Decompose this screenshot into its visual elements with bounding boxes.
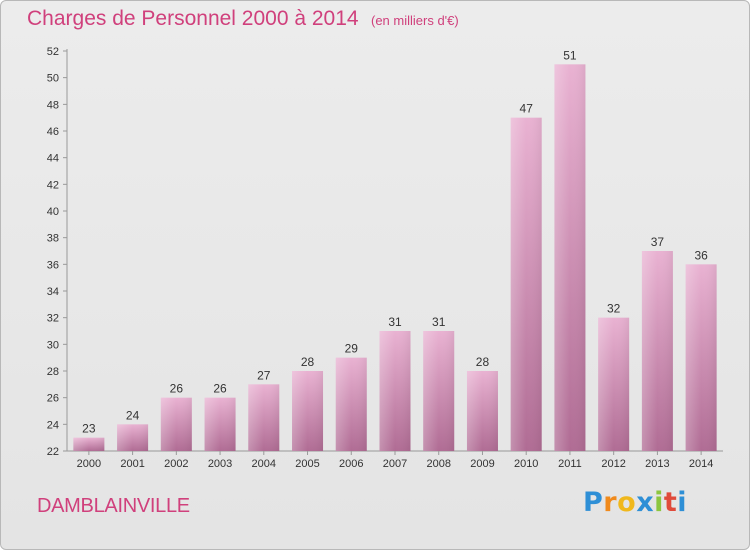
value-label: 32: [607, 302, 621, 316]
logo-letter: x: [636, 487, 655, 518]
bar-shine: [335, 357, 367, 451]
y-tick-label: 44: [47, 153, 59, 165]
bar-shine: [466, 371, 498, 451]
x-tick-label: 2007: [383, 458, 407, 470]
bar-shine: [292, 371, 324, 451]
bar-shine: [73, 437, 105, 451]
x-tick-label: 2000: [77, 458, 101, 470]
y-tick-label: 40: [47, 206, 59, 218]
proxiti-logo: Proxiti: [583, 487, 687, 518]
y-tick-label: 46: [47, 126, 59, 138]
value-label: 37: [651, 235, 665, 249]
bar-shine: [160, 397, 192, 451]
y-tick-label: 50: [47, 73, 59, 85]
x-tick-label: 2008: [426, 458, 450, 470]
bar-shine: [598, 317, 630, 451]
value-label: 28: [476, 355, 490, 369]
bar-shine: [554, 64, 586, 452]
value-label: 36: [694, 248, 708, 262]
x-tick-label: 2014: [689, 458, 713, 470]
bar-shine: [423, 331, 455, 451]
chart-title: Charges de Personnel 2000 à 2014: [27, 7, 359, 30]
y-tick-label: 22: [47, 446, 59, 458]
y-tick-label: 48: [47, 99, 59, 111]
bar-shine: [204, 397, 236, 451]
x-tick-label: 2003: [208, 458, 232, 470]
x-tick-label: 2010: [514, 458, 538, 470]
x-tick-label: 2011: [558, 458, 582, 470]
logo-letter: P: [583, 487, 604, 518]
x-tick-label: 2009: [470, 458, 494, 470]
y-tick-label: 30: [47, 339, 59, 351]
y-tick-label: 38: [47, 233, 59, 245]
bar-shine: [510, 117, 542, 452]
y-tick-label: 32: [47, 313, 59, 325]
value-label: 47: [520, 102, 534, 116]
value-label: 29: [345, 342, 359, 356]
y-tick-label: 24: [47, 419, 59, 431]
y-tick-label: 34: [47, 286, 59, 298]
logo-letter: i: [654, 487, 664, 518]
bar-shine: [685, 264, 717, 451]
x-tick-label: 2001: [120, 458, 144, 470]
bar-shine: [117, 424, 149, 451]
y-tick-label: 26: [47, 393, 59, 405]
x-tick-label: 2005: [295, 458, 319, 470]
y-tick-label: 28: [47, 366, 59, 378]
value-label: 26: [213, 382, 227, 396]
chart-unit: (en milliers d'€): [371, 13, 459, 28]
logo-letter: o: [617, 487, 637, 518]
y-tick-label: 52: [47, 46, 59, 58]
y-tick-label: 42: [47, 179, 59, 191]
bars: [73, 64, 717, 452]
value-label: 28: [301, 355, 315, 369]
x-tick-label: 2006: [339, 458, 363, 470]
x-tick-label: 2002: [164, 458, 188, 470]
value-label: 31: [432, 315, 446, 329]
value-label: 26: [170, 382, 184, 396]
x-tick-label: 2004: [252, 458, 276, 470]
logo-letter: t: [663, 487, 678, 518]
bar-shine: [641, 251, 673, 451]
y-tick-label: 36: [47, 259, 59, 271]
value-label: 51: [563, 48, 577, 62]
value-label: 24: [126, 408, 140, 422]
bar-shine: [248, 384, 280, 451]
place-name: DAMBLAINVILLE: [37, 495, 190, 517]
x-tick-label: 2012: [601, 458, 625, 470]
value-label: 31: [388, 315, 402, 329]
bar-shine: [379, 331, 411, 451]
x-tick-label: 2013: [645, 458, 669, 470]
logo-letter: r: [603, 487, 618, 518]
value-label: 27: [257, 368, 271, 382]
value-label: 23: [82, 422, 96, 436]
value-labels: 23 24 26 26 27 28 29 31 31 28 47 51 32 37 36: [82, 48, 708, 435]
logo-letter: i: [677, 487, 688, 518]
